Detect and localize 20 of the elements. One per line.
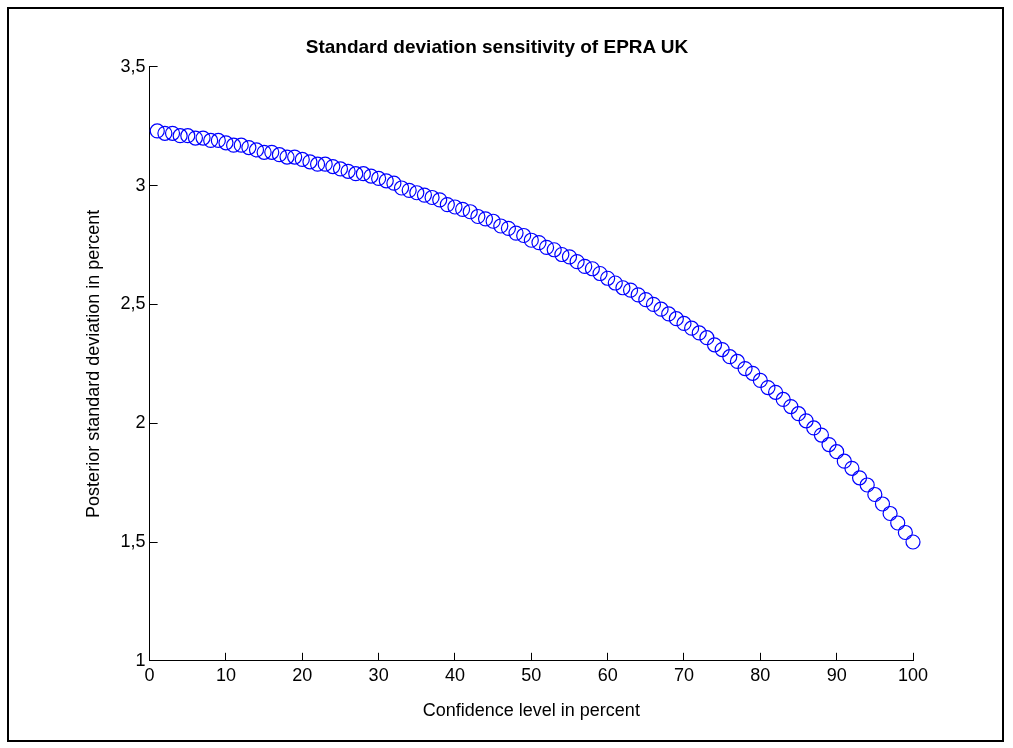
y-tick-label: 3 [135,174,146,195]
x-tick-label: 50 [521,664,542,685]
x-tick-label: 0 [144,664,155,685]
x-axis-title: Confidence level in percent [422,700,640,721]
x-tick-label: 20 [292,664,313,685]
x-tick-label: 60 [597,664,618,685]
x-tick-label: 80 [750,664,771,685]
y-tick-label: 1,5 [120,530,146,551]
x-tick-label: 70 [673,664,694,685]
y-tick-label: 2,5 [120,293,146,314]
x-tick-label: 40 [444,664,465,685]
y-tick-label: 2 [135,412,146,433]
y-tick-label: 1 [135,649,146,670]
chart-title: Standard deviation sensitivity of EPRA UK [305,35,689,57]
y-axis-title: Posterior standard deviation in percent [82,209,103,518]
y-tick-label: 3,5 [120,55,146,76]
x-tick-label: 30 [368,664,389,685]
x-tick-label: 100 [897,664,929,685]
x-tick-label: 90 [826,664,847,685]
x-tick-label: 10 [215,664,236,685]
